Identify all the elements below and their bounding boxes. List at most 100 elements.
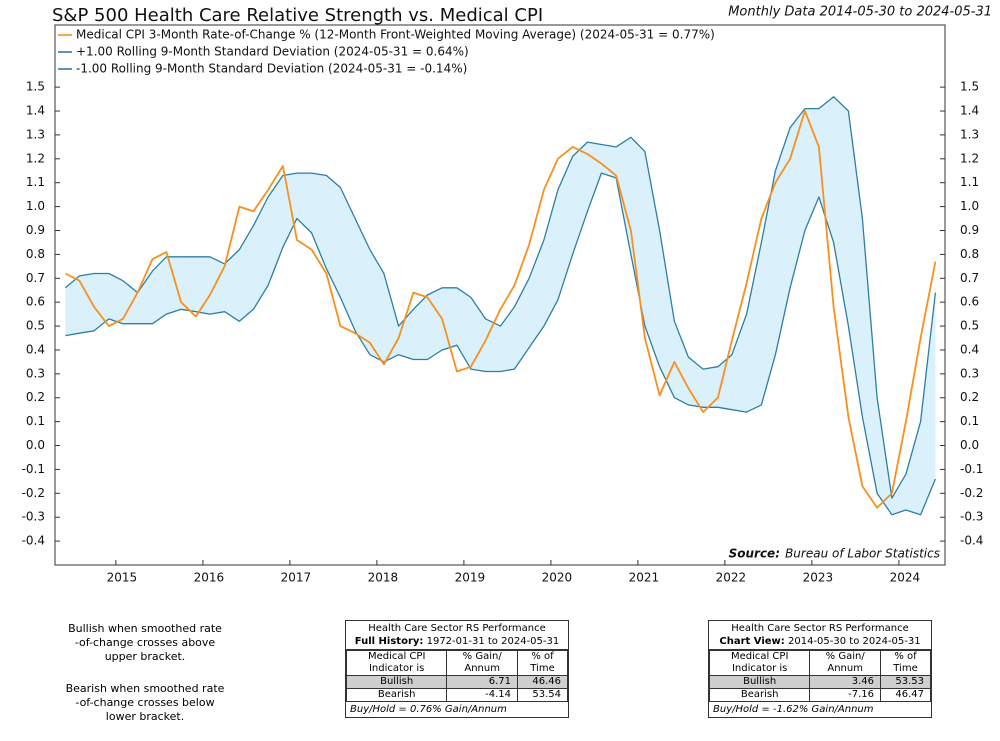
series-line bbox=[64, 96, 937, 499]
y2-tick-label: 0.3 bbox=[960, 366, 979, 380]
y2-tick-label: 0.7 bbox=[960, 271, 979, 285]
y-tick-label: 0.7 bbox=[26, 271, 45, 285]
table-footer: Buy/Hold = -1.62% Gain/Annum bbox=[713, 704, 874, 715]
table-header-cell: % Gain/ Annum bbox=[446, 650, 518, 676]
table-title: Health Care Sector RS Performance bbox=[731, 623, 909, 634]
y-tick-label: 0.6 bbox=[26, 295, 45, 309]
y2-tick-label: 1.0 bbox=[960, 199, 979, 213]
y-tick-label: 1.3 bbox=[26, 127, 45, 141]
performance-table: Health Care Sector RS Performance Full Hi… bbox=[345, 620, 569, 718]
table-grid: Medical CPI Indicator is% Gain/ Annum% o… bbox=[345, 650, 568, 702]
table-cell: -4.14 bbox=[446, 688, 518, 702]
x-tick-label: 2020 bbox=[542, 571, 573, 585]
y2-tick-label: 1.2 bbox=[960, 151, 979, 165]
y2-tick-label: 0.8 bbox=[960, 247, 979, 261]
table-cell: Bearish bbox=[708, 688, 811, 702]
y-tick-label: 0.2 bbox=[26, 390, 45, 404]
y-tick-label: 0.3 bbox=[26, 366, 45, 380]
x-tick-label: 2021 bbox=[629, 571, 660, 585]
y2-tick-label: 1.5 bbox=[960, 80, 979, 94]
y2-tick-label: 0.6 bbox=[960, 295, 979, 309]
table-row: Bearish -7.16 46.47 bbox=[708, 688, 931, 702]
y-tick-label: 0.9 bbox=[26, 223, 45, 237]
table-range-line: Full History: 1972-01-31 to 2024-05-31 bbox=[346, 635, 568, 648]
note: Bullish when smoothed rate -of-change cro… bbox=[60, 622, 230, 664]
table-cell: 3.46 bbox=[809, 675, 881, 689]
chart-title: S&P 500 Health Care Relative Strength vs… bbox=[52, 5, 543, 26]
y-tick-label: 0.0 bbox=[26, 438, 45, 452]
y-tick-label: 0.4 bbox=[26, 342, 45, 356]
note-line: Bullish when smoothed rate bbox=[68, 622, 222, 635]
series-line bbox=[64, 110, 937, 509]
y-tick-label: 0.5 bbox=[26, 319, 45, 333]
y-tick-label: 1.2 bbox=[26, 151, 45, 165]
table-range: 1972-01-31 to 2024-05-31 bbox=[426, 636, 560, 647]
x-tick-label: 2023 bbox=[803, 571, 834, 585]
y2-tick-label: 0.5 bbox=[960, 319, 979, 333]
bracket-band bbox=[65, 96, 936, 515]
x-tick-label: 2022 bbox=[716, 571, 747, 585]
table-cell: 53.53 bbox=[880, 675, 931, 689]
table-footer: Buy/Hold = 0.76% Gain/Annum bbox=[350, 704, 507, 715]
legend-label: -1.00 Rolling 9-Month Standard Deviation… bbox=[76, 62, 467, 76]
y2-tick-label: -0.1 bbox=[960, 462, 983, 476]
table-cell: 46.46 bbox=[517, 675, 568, 689]
y-tick-label: 1.5 bbox=[26, 80, 45, 94]
x-tick-label: 2018 bbox=[368, 571, 399, 585]
table-header-cell: % Gain/ Annum bbox=[809, 650, 881, 676]
y2-tick-label: -0.2 bbox=[960, 486, 983, 500]
table-header-row: Medical CPI Indicator is% Gain/ Annum% o… bbox=[708, 650, 931, 676]
y2-tick-label: 1.1 bbox=[960, 175, 979, 189]
y2-tick-label: 0.0 bbox=[960, 438, 979, 452]
x-tick-label: 2024 bbox=[890, 571, 921, 585]
table-range-line: Chart View: 2014-05-30 to 2024-05-31 bbox=[709, 635, 931, 648]
note-line: upper bracket. bbox=[104, 650, 186, 663]
legend-label: Medical CPI 3-Month Rate-of-Change % (12… bbox=[76, 28, 715, 42]
table-cell: Bullish bbox=[708, 675, 811, 689]
table-range-label: Full History: bbox=[354, 636, 424, 647]
table-header-cell: Medical CPI Indicator is bbox=[708, 650, 811, 676]
table-header-cell: % of Time bbox=[517, 650, 568, 676]
y-tick-label: -0.1 bbox=[22, 462, 45, 476]
y2-tick-label: 0.1 bbox=[960, 414, 979, 428]
table-header-cell: % of Time bbox=[880, 650, 931, 676]
legend-label: +1.00 Rolling 9-Month Standard Deviation… bbox=[76, 45, 469, 59]
table-header-row: Medical CPI Indicator is% Gain/ Annum% o… bbox=[345, 650, 568, 676]
y-tick-label: 0.1 bbox=[26, 414, 45, 428]
table-caption: Health Care Sector RS Performance Chart V… bbox=[709, 621, 931, 650]
x-tick-label: 2016 bbox=[194, 571, 225, 585]
note-line: -of-change crosses below bbox=[75, 696, 215, 709]
y-tick-label: 1.0 bbox=[26, 199, 45, 213]
y-tick-label: 0.8 bbox=[26, 247, 45, 261]
y2-tick-label: 1.4 bbox=[960, 104, 979, 118]
x-tick-label: 2019 bbox=[455, 571, 486, 585]
chart: S&P 500 Health Care Relative Strength vs… bbox=[22, 5, 992, 585]
note-line: Bearish when smoothed rate bbox=[65, 682, 225, 695]
y2-tick-label: 1.3 bbox=[960, 127, 979, 141]
table-caption: Health Care Sector RS Performance Full Hi… bbox=[346, 621, 568, 650]
y2-tick-label: 0.2 bbox=[960, 390, 979, 404]
y-tick-label: 1.1 bbox=[26, 175, 45, 189]
y-tick-label: -0.2 bbox=[22, 486, 45, 500]
table-cell: 53.54 bbox=[517, 688, 568, 702]
table-row: Bullish 6.71 46.46 bbox=[345, 675, 568, 689]
table-cell: 6.71 bbox=[446, 675, 518, 689]
x-tick-label: 2017 bbox=[281, 571, 312, 585]
performance-table: Health Care Sector RS Performance Chart V… bbox=[708, 620, 932, 718]
table-row: Bearish -4.14 53.54 bbox=[345, 688, 568, 702]
note-line: lower bracket. bbox=[105, 710, 185, 723]
table-cell: Bearish bbox=[345, 688, 448, 702]
table-grid: Medical CPI Indicator is% Gain/ Annum% o… bbox=[708, 650, 931, 702]
table-range-label: Chart View: bbox=[719, 636, 785, 647]
y-tick-label: -0.4 bbox=[22, 534, 45, 548]
chart-subtitle: Monthly Data 2014-05-30 to 2024-05-31 bbox=[728, 5, 992, 20]
plot-frame bbox=[54, 24, 946, 566]
source: Bureau of Labor Statistics bbox=[785, 547, 940, 561]
note: Bearish when smoothed rate -of-change cro… bbox=[60, 682, 230, 724]
table-row: Bullish 3.46 53.53 bbox=[708, 675, 931, 689]
y-tick-label: -0.3 bbox=[22, 510, 45, 524]
table-cell: 46.47 bbox=[880, 688, 931, 702]
table-cell: Bullish bbox=[345, 675, 448, 689]
x-tick-label: 2015 bbox=[107, 571, 138, 585]
